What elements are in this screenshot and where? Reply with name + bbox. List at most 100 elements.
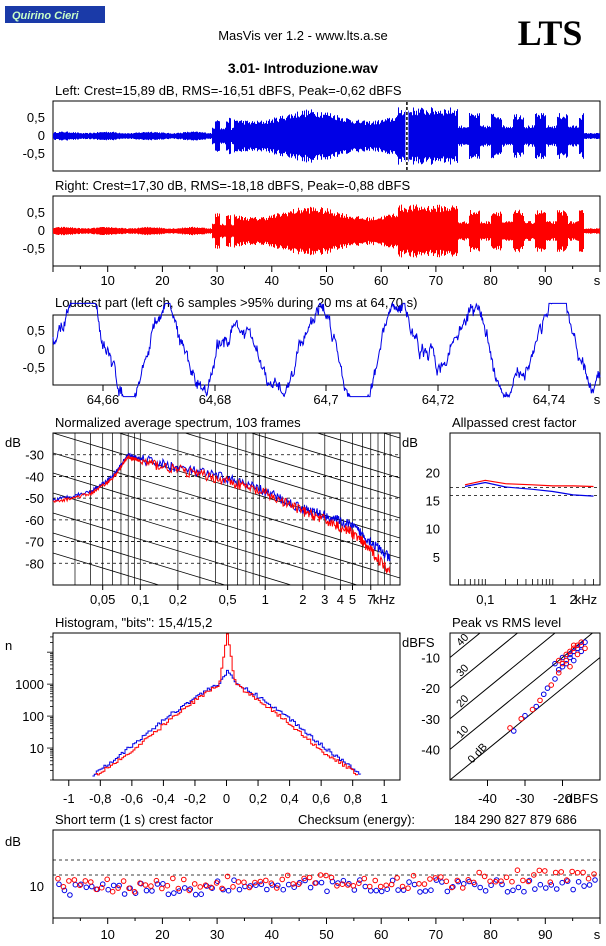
short-term-point-right: [432, 875, 439, 881]
loudest-ytick-1: 0: [38, 342, 45, 357]
peak-rms-point-left: [559, 663, 566, 670]
peak-rms-point-left: [510, 728, 517, 734]
histogram-x-tick-label: -0,8: [89, 791, 111, 806]
short-term-point-left: [187, 886, 194, 892]
short-term-label: Short term (1 s) crest factor: [55, 812, 214, 827]
loudest-ytick-0: 0,5: [27, 323, 45, 338]
short-term-point-right: [487, 878, 493, 885]
peak-rms-point-left: [574, 645, 581, 652]
short-term-point-left: [274, 882, 281, 889]
short-term-point-right: [120, 878, 127, 884]
badge-text: Quirino Cieri: [12, 10, 80, 22]
short-term-point-left: [258, 881, 265, 888]
short-term-point-left: [285, 881, 292, 888]
crest-line: [450, 633, 556, 720]
short-term-point-right: [558, 869, 565, 875]
short-term-point-left: [171, 890, 177, 896]
short-term-point-right: [438, 874, 444, 880]
spectrum-diagonals: [53, 273, 400, 585]
short-term-point-right: [87, 879, 94, 885]
short-term-point-right: [547, 879, 554, 886]
short-term-point-right: [317, 872, 324, 878]
short-term-point-left: [515, 884, 522, 891]
peak-rms-point-right: [518, 715, 525, 722]
short-term-point-left: [444, 888, 451, 895]
crest-x-unit: kHz: [575, 592, 597, 607]
short-term-point-left: [324, 888, 330, 895]
short-term-point-right: [481, 873, 488, 880]
short-term-point-right: [137, 880, 143, 887]
short-term-point-right: [552, 869, 559, 876]
short-term-point-right: [585, 875, 592, 882]
histogram-x-tick-label: 1: [381, 791, 388, 806]
peak-rms-label: Peak vs RMS level: [452, 615, 561, 630]
waveform-x-tick-label: 10: [100, 273, 114, 288]
short-term-point-left: [504, 889, 511, 895]
short-term-point-right: [60, 884, 67, 890]
short-term-x-tick-label: 90: [538, 927, 552, 942]
short-term-point-right: [268, 880, 275, 887]
short-term-x-tick-label: 80: [483, 927, 497, 942]
spectrum-x-tick-label: 7: [367, 592, 374, 607]
short-term-point-right: [372, 877, 379, 884]
left-waveform-chart: 0,5 0 -0,5: [23, 100, 601, 172]
spectrum-x-tick-label: 3: [321, 592, 328, 607]
short-term-point-right: [334, 883, 340, 889]
short-term-point-left: [56, 881, 62, 888]
short-term-point-right: [235, 879, 242, 885]
short-term-point-right: [55, 875, 61, 882]
short-term-point-left: [439, 879, 445, 885]
short-term-point-right: [126, 885, 132, 892]
short-term-point-right: [153, 877, 160, 884]
spectrum-diagonal: [53, 452, 400, 559]
spectrum-diagonal: [53, 532, 227, 585]
lts-logo: LTS: [518, 13, 583, 53]
short-term-point-right: [574, 869, 581, 876]
peak-rms-point-left: [570, 648, 577, 655]
spectrum-diagonal: [53, 273, 400, 378]
short-term-point-right: [180, 876, 187, 883]
short-term-point-right: [224, 873, 231, 880]
peak-rms-point-left: [578, 648, 585, 655]
spectrum-y-tick-label: -80: [25, 556, 44, 571]
short-term-point-right: [115, 885, 121, 891]
crest-factor-label: Allpassed crest factor: [452, 415, 577, 430]
short-term-point-right: [142, 882, 149, 888]
histogram-x-tick-label: -0,2: [184, 791, 206, 806]
short-term-point-right: [498, 878, 504, 885]
short-term-point-left: [83, 884, 90, 891]
short-term-point-right: [159, 885, 165, 892]
peak-rms-y-tick-label: -30: [421, 712, 440, 727]
short-term-point-right: [312, 880, 318, 886]
spectrum-diagonal: [315, 433, 400, 459]
waveform-x-tick-label: 20: [155, 273, 169, 288]
short-term-point-right: [520, 877, 526, 884]
histogram-x-tick-label: 0,2: [249, 791, 267, 806]
left-waveform-label: Left: Crest=15,89 dB, RMS=-16,51 dBFS, P…: [55, 83, 402, 98]
peak-rms-chart: dBFS 40 30 20 100 dB -10 -20 -30 -40 -40 -30 -20 d…: [402, 632, 601, 806]
right-waveform-label: Right: Crest=17,30 dB, RMS=-18,18 dBFS, …: [55, 178, 410, 193]
short-term-point-right: [361, 875, 368, 882]
short-term-point-right: [170, 875, 176, 882]
loudest-frame: [52, 314, 601, 386]
short-term-point-right: [82, 878, 89, 884]
short-term-point-left: [373, 887, 380, 894]
left-ytick-0: 0,5: [27, 110, 45, 125]
short-term-point-right: [514, 867, 521, 874]
loudest-label: Loudest part (left ch, 6 samples >95% du…: [55, 295, 417, 310]
short-term-point-right: [175, 885, 182, 892]
short-term-point-left: [357, 877, 363, 883]
short-term-point-right: [241, 879, 247, 886]
short-term-point-right: [454, 877, 461, 884]
spectrum-chart: dB -30-40-50-60-70-80 0,05 0,1 0,2 0,5 1 2 3 4 5…: [5, 273, 401, 607]
peak-rms-x-tick-label: -40: [478, 791, 497, 806]
crest-y-unit: dB: [402, 435, 418, 450]
peak-rms-point-right: [567, 648, 573, 655]
peak-rms-point-left: [563, 660, 570, 667]
spectrum-y-unit: dB: [5, 435, 21, 450]
right-ytick-1: 0: [38, 223, 45, 238]
loudest-x-tick-label: 64,74: [533, 392, 566, 407]
short-term-point-left: [116, 882, 122, 889]
short-term-point-left: [532, 886, 538, 892]
short-term-point-left: [362, 883, 369, 890]
